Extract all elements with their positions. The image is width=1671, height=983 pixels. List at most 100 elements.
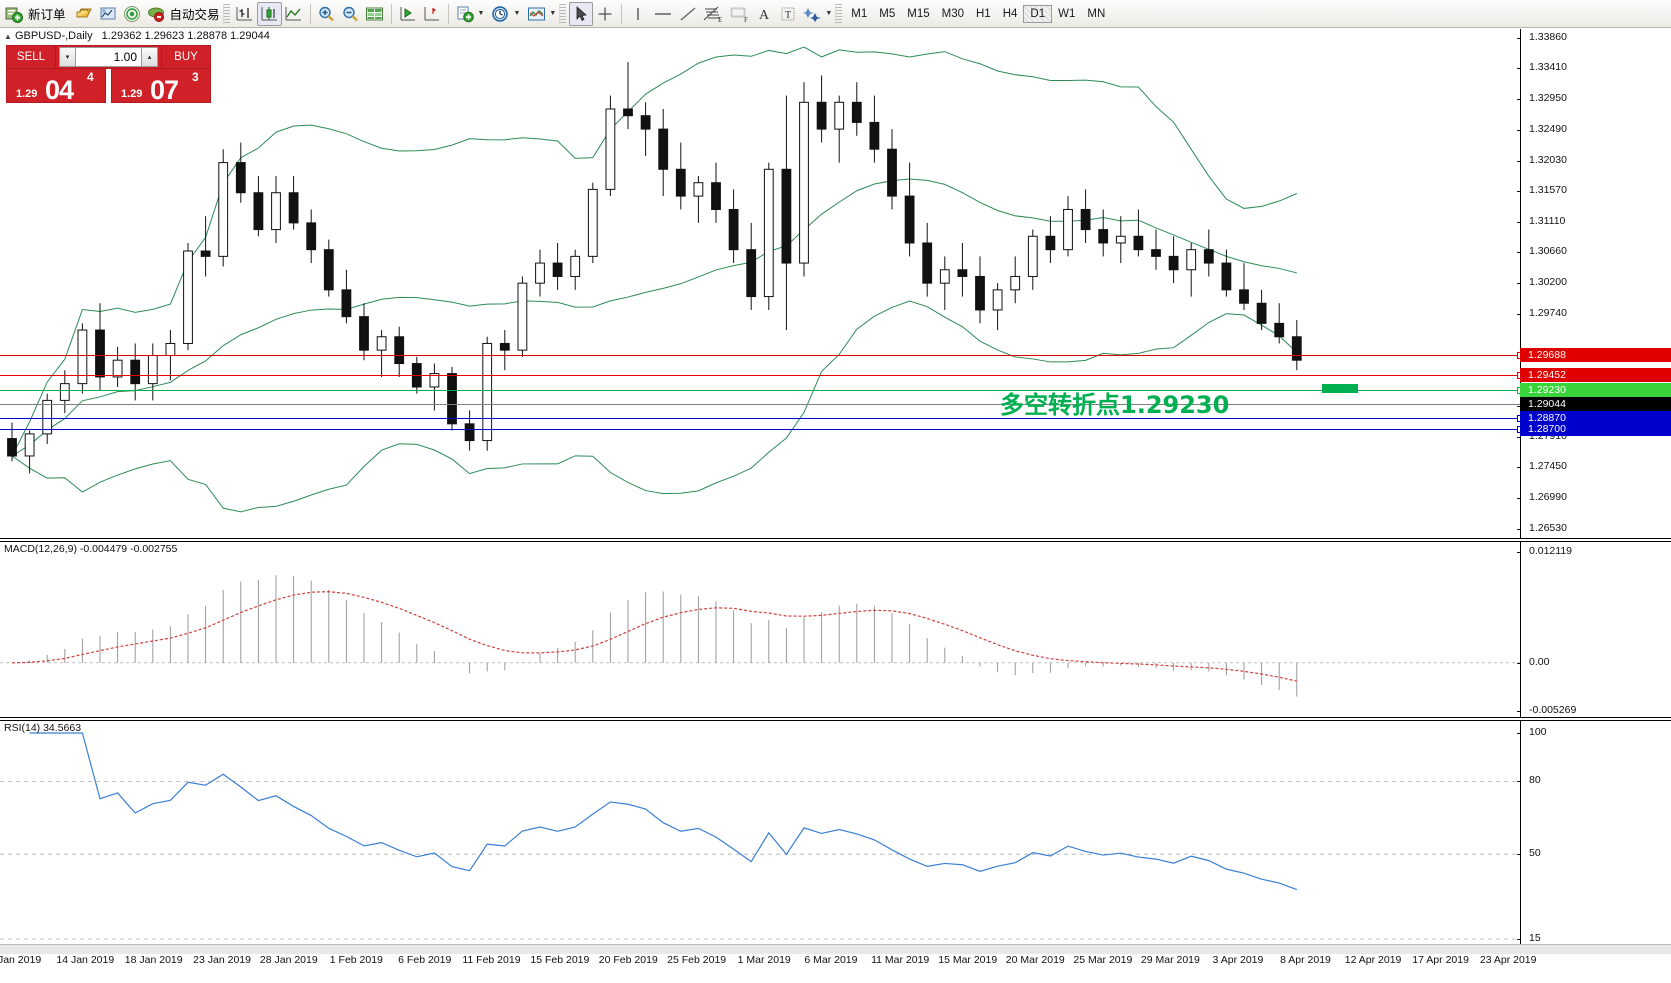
macd-plot-area[interactable] [0,542,1520,717]
cursor-icon[interactable] [569,1,594,26]
time-axis-label: 15 Mar 2019 [938,954,998,966]
price-tick: 1.28370 [1517,399,1567,411]
period-dropdown-caret[interactable]: ▼ [513,10,521,17]
time-axis-label: 23 Jan 2019 [193,954,251,966]
folder-icon[interactable] [72,2,96,26]
candlestick-chart-icon[interactable] [256,1,282,26]
price-scale[interactable]: 1.33860 1.33410 1.32950 1.32490 1.32030 1.315… [1516,29,1671,538]
svg-text:E: E [718,16,722,23]
buy-price-display[interactable]: 1.29 07 3 [111,69,211,103]
horizontal-line-icon[interactable] [650,2,676,26]
price-tick: 1.30200 [1517,276,1567,288]
vertical-line-icon[interactable] [626,2,650,26]
svg-text:F: F [744,16,748,23]
rsi-tick: 80 [1517,774,1541,786]
buy-button[interactable]: BUY [161,45,211,69]
label-icon[interactable]: T [776,2,800,26]
open-chart-icon[interactable] [96,2,120,26]
new-object-icon[interactable] [453,2,477,26]
volume-input[interactable]: 1.00 [76,47,141,67]
zoom-in-icon[interactable] [315,2,339,26]
rsi-tick: 15 [1517,932,1541,944]
zoom-out-icon[interactable] [339,2,363,26]
toolbar-divider-3 [447,3,449,24]
shapes-dropdown-caret[interactable]: ▼ [825,10,833,17]
price-tick: 1.33410 [1517,61,1567,73]
time-axis-label: 28 Jan 2019 [259,954,318,966]
fibo-fan-icon[interactable]: F [726,2,752,26]
new-order-button[interactable] [2,2,26,26]
one-click-trading-panel: SELL ▾ 1.00 ▴ BUY 1.29 04 4 1.29 07 3 [6,45,211,103]
new-object-dropdown-caret[interactable]: ▼ [477,10,485,17]
rsi-tick: 50 [1517,847,1541,859]
toolbar-separator [222,3,230,24]
time-axis-label: 6 Feb 2019 [398,954,452,966]
shapes-icon[interactable] [800,2,824,26]
tab-timeframe-m1[interactable]: M1 [851,7,868,20]
sell-price-display[interactable]: 1.29 04 4 [6,69,106,103]
crosshair-icon[interactable] [593,2,617,26]
signals-icon[interactable] [120,2,144,26]
price-tick: 1.27910 [1517,430,1567,442]
tab-timeframe-h4[interactable]: H4 [1002,7,1018,20]
time-axis-label: 29 Mar 2019 [1140,954,1200,966]
bar-chart-icon[interactable] [233,2,257,26]
buy-price-prefix: 1.29 [121,88,143,100]
macd-scale: 0.012119 0.00 -0.005269 [1516,542,1671,717]
sell-price-fraction: 4 [87,70,94,84]
price-plot-area[interactable] [0,29,1520,538]
time-axis-label: 12 Apr 2019 [1344,954,1402,966]
sell-button[interactable]: SELL [6,45,56,69]
line-chart-icon[interactable] [282,2,306,26]
rsi-plot-area[interactable] [0,721,1520,947]
sell-price-main: 04 [45,75,74,103]
tab-timeframe-w1[interactable]: W1 [1058,7,1076,20]
volume-decrement-button[interactable]: ▾ [59,47,76,67]
price-pane[interactable]: 1.33860 1.33410 1.32950 1.32490 1.32030 1.315… [0,29,1671,538]
price-tick: 1.32490 [1517,123,1567,135]
time-axis-label: 25 Mar 2019 [1073,954,1133,966]
tab-timeframe-h1[interactable]: H1 [976,7,991,20]
time-axis-label: 20 Mar 2019 [1005,954,1065,966]
time-axis-label: 18 Jan 2019 [124,954,183,966]
tab-timeframe-mn[interactable]: MN [1087,7,1106,20]
price-tick: 1.30660 [1517,245,1567,257]
time-axis-label: 8 Apr 2019 [1280,954,1331,966]
price-tick: 1.31570 [1517,184,1567,196]
trendline-icon[interactable] [676,2,700,26]
auto-trading-label[interactable]: 自动交易 [169,7,220,22]
buy-price-fraction: 3 [192,70,199,84]
pane-separator-1b [0,541,1671,542]
cloud-protect-icon[interactable] [144,2,168,26]
templates-dropdown-caret[interactable]: ▼ [549,10,557,17]
time-axis-label: 20 Feb 2019 [598,954,658,966]
volume-stepper[interactable]: ▾ 1.00 ▴ [56,45,161,69]
time-axis-label: 15 Feb 2019 [530,954,590,966]
tab-timeframe-d1[interactable]: D1 [1023,4,1053,23]
data-window-icon[interactable] [363,2,387,26]
rsi-line-svg [0,732,1520,940]
text-icon[interactable]: A [752,2,776,26]
macd-pane[interactable]: MACD(12,26,9) -0.004479 -0.002755 0.0121… [0,542,1671,717]
period-icon[interactable] [488,2,512,26]
time-axis-label: 9 Jan 2019 [0,954,42,966]
autoscroll-icon[interactable] [396,2,420,26]
tab-timeframe-m5[interactable]: M5 [879,7,896,20]
volume-increment-button[interactable]: ▴ [141,47,158,67]
svg-text:A: A [759,8,770,23]
price-tick: 1.27450 [1517,460,1567,472]
fibonacci-icon[interactable]: E [700,2,726,26]
tab-timeframe-m15[interactable]: M15 [907,7,930,20]
templates-icon[interactable] [524,2,548,26]
time-axis-label: 1 Mar 2019 [737,954,791,966]
rsi-pane[interactable]: RSI(14) 34.5663 100 80 50 15 [0,721,1671,947]
new-order-label[interactable]: 新订单 [28,7,66,22]
chart-container[interactable]: 1.33860 1.33410 1.32950 1.32490 1.32030 1.315… [0,29,1671,966]
price-tick: 1.31110 [1516,215,1565,227]
symbol-info-bar: ▲ GBPUSD-,Daily 1.29362 1.29623 1.28878 … [4,30,270,42]
tab-timeframe-m30[interactable]: M30 [941,7,964,20]
price-tick: 1.32950 [1517,92,1567,104]
chart-shift-icon[interactable] [420,2,444,26]
collapse-arrow-icon[interactable]: ▲ [4,32,12,41]
price-candlestick-svg [7,46,1302,513]
